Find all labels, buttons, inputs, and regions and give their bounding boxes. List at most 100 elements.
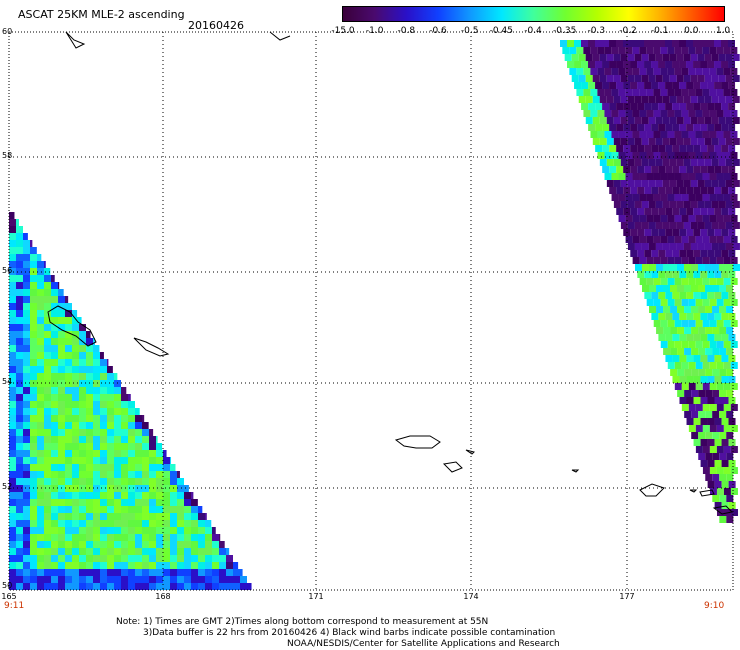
wind-cell — [86, 345, 93, 352]
wind-cell — [205, 520, 212, 527]
wind-cell — [93, 576, 100, 583]
wind-cell — [567, 40, 574, 47]
wind-cell — [79, 499, 86, 506]
wind-cell — [632, 257, 640, 264]
wind-cell — [686, 313, 694, 320]
wind-cell — [599, 117, 607, 124]
wind-cell — [627, 96, 635, 103]
wind-cell — [93, 380, 100, 387]
wind-cell — [688, 110, 696, 117]
wind-cell — [79, 513, 86, 520]
time-right: 9:10 — [704, 601, 725, 611]
wind-cell — [114, 387, 121, 394]
wind-cell — [599, 54, 607, 61]
note-line-3: NOAA/NESDIS/Center for Satellite Applica… — [287, 639, 560, 649]
wind-cell — [653, 257, 661, 264]
wind-cell — [665, 82, 673, 89]
wind-cell — [709, 194, 717, 201]
wind-cell — [651, 187, 659, 194]
wind-cell — [686, 250, 694, 257]
wind-cell — [128, 520, 135, 527]
wind-cell — [627, 243, 635, 250]
coastline — [639, 483, 665, 497]
wind-cell — [9, 408, 16, 415]
wind-cell — [16, 373, 23, 380]
wind-cell — [606, 180, 614, 187]
wind-cell — [100, 485, 107, 492]
wind-cell — [714, 145, 722, 152]
wind-cell — [688, 152, 696, 159]
wind-cell — [676, 138, 684, 145]
colorbar-tick-label: -0.8 — [397, 26, 416, 36]
wind-cell — [156, 534, 163, 541]
wind-cell — [30, 534, 37, 541]
wind-cell — [707, 250, 715, 257]
wind-cell — [9, 555, 16, 562]
wind-cell — [660, 278, 668, 285]
wind-cell — [107, 520, 114, 527]
wind-cell — [574, 82, 582, 89]
wind-cell — [585, 75, 593, 82]
wind-cell — [65, 520, 72, 527]
wind-cell — [128, 583, 135, 590]
wind-cell — [730, 404, 738, 411]
wind-cell — [114, 562, 121, 569]
wind-cell — [592, 117, 600, 124]
wind-cell — [121, 562, 128, 569]
wind-cell — [135, 499, 142, 506]
wind-cell — [44, 513, 51, 520]
wind-cell — [700, 124, 708, 131]
wind-cell — [613, 180, 621, 187]
wind-cell — [646, 257, 654, 264]
wind-cell — [618, 215, 626, 222]
wind-cell — [709, 68, 717, 75]
wind-cell — [716, 257, 724, 264]
colorbar-tick-label: -0.3 — [587, 26, 606, 36]
wind-cell — [609, 40, 616, 47]
wind-cell — [149, 464, 156, 471]
wind-cell — [639, 215, 647, 222]
wind-cell — [107, 443, 114, 450]
wind-cell — [693, 166, 701, 173]
wind-cell — [142, 457, 149, 464]
wind-cell — [639, 236, 647, 243]
wind-cell — [9, 422, 16, 429]
wind-cell — [30, 401, 37, 408]
wind-cell — [674, 110, 682, 117]
wind-cell — [121, 534, 128, 541]
wind-cell — [653, 152, 661, 159]
wind-cell — [651, 82, 659, 89]
wind-cell — [184, 534, 191, 541]
wind-cell — [191, 569, 198, 576]
wind-cell — [688, 47, 696, 54]
wind-cell — [72, 562, 79, 569]
wind-cell — [65, 457, 72, 464]
wind-cell — [627, 201, 635, 208]
wind-cell — [135, 583, 142, 590]
wind-cell — [658, 229, 666, 236]
wind-cell — [604, 152, 612, 159]
wind-cell — [100, 401, 107, 408]
wind-cell — [121, 450, 128, 457]
wind-cell — [683, 243, 691, 250]
wind-cell — [107, 527, 114, 534]
wind-cell — [107, 513, 114, 520]
wind-cell — [641, 201, 649, 208]
wind-cell — [585, 117, 593, 124]
wind-cell — [655, 54, 663, 61]
wind-cell — [107, 387, 114, 394]
wind-cell — [37, 282, 44, 289]
coastline — [269, 31, 291, 41]
wind-cell — [698, 327, 706, 334]
wind-cell — [170, 499, 177, 506]
wind-cell — [51, 548, 58, 555]
wind-cell — [226, 569, 233, 576]
wind-cell — [655, 201, 663, 208]
wind-cell — [170, 520, 177, 527]
wind-cell — [16, 296, 23, 303]
wind-cell — [684, 306, 692, 313]
wind-cell — [100, 513, 107, 520]
wind-cell — [719, 327, 727, 334]
wind-cell — [9, 233, 16, 240]
wind-cell — [30, 296, 37, 303]
